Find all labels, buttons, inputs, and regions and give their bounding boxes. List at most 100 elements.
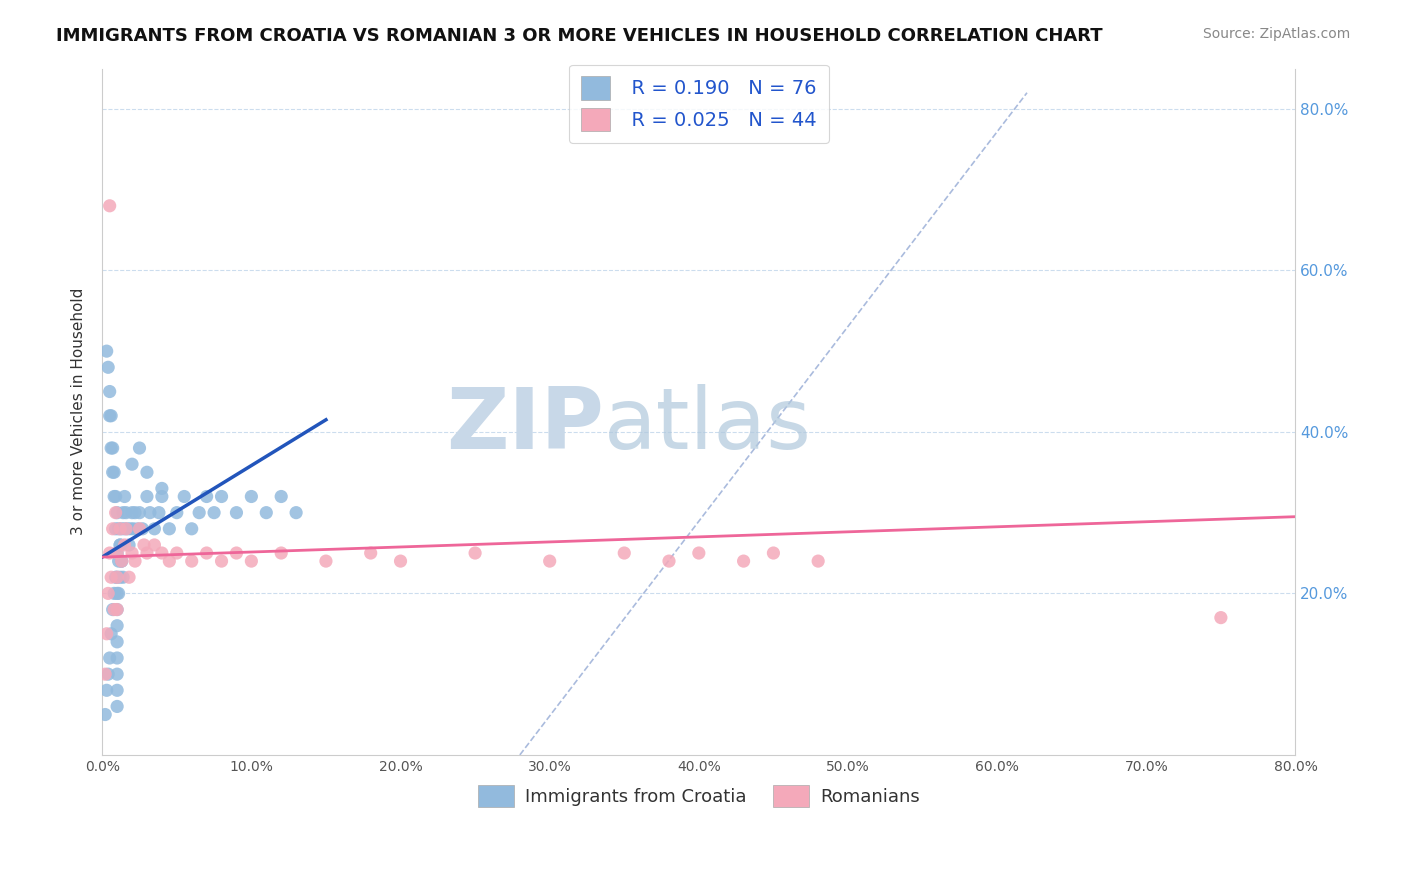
Point <box>97 360 120 375</box>
Point <box>360 546 382 560</box>
Point <box>762 546 785 560</box>
Point <box>150 482 173 496</box>
Legend: Immigrants from Croatia, Romanians: Immigrants from Croatia, Romanians <box>471 778 927 814</box>
Point <box>105 506 128 520</box>
Point <box>136 546 159 560</box>
Point <box>103 602 125 616</box>
Point <box>254 506 277 520</box>
Point <box>173 490 195 504</box>
Point <box>114 538 136 552</box>
Point <box>139 506 162 520</box>
Point <box>103 586 125 600</box>
Point <box>124 554 146 568</box>
Point <box>807 554 830 568</box>
Point <box>270 490 292 504</box>
Point <box>101 441 124 455</box>
Point <box>118 570 141 584</box>
Point <box>105 602 128 616</box>
Point <box>94 667 117 681</box>
Point <box>115 506 138 520</box>
Point <box>98 384 121 399</box>
Point <box>733 554 755 568</box>
Point <box>121 506 143 520</box>
Point <box>110 554 132 568</box>
Point <box>120 522 142 536</box>
Point <box>105 546 128 560</box>
Point <box>270 546 292 560</box>
Point <box>108 538 131 552</box>
Point <box>107 554 129 568</box>
Point <box>104 570 127 584</box>
Point <box>101 465 124 479</box>
Point <box>148 506 170 520</box>
Point <box>688 546 710 560</box>
Point <box>143 538 166 552</box>
Point <box>114 522 136 536</box>
Point <box>225 506 247 520</box>
Point <box>180 554 202 568</box>
Point <box>315 554 337 568</box>
Point <box>225 546 247 560</box>
Point <box>157 554 180 568</box>
Point <box>105 586 128 600</box>
Point <box>100 441 122 455</box>
Point <box>96 627 118 641</box>
Point <box>105 667 128 681</box>
Point <box>101 602 124 616</box>
Point <box>150 490 173 504</box>
Point <box>166 506 188 520</box>
Point <box>538 554 561 568</box>
Point <box>97 667 120 681</box>
Text: ZIP: ZIP <box>446 384 603 467</box>
Point <box>103 490 125 504</box>
Point <box>211 490 233 504</box>
Point <box>180 522 202 536</box>
Point <box>110 554 132 568</box>
Point <box>117 522 139 536</box>
Point <box>1209 610 1232 624</box>
Point <box>105 651 128 665</box>
Point <box>107 586 129 600</box>
Point <box>100 409 122 423</box>
Point <box>108 522 131 536</box>
Point <box>211 554 233 568</box>
Point <box>136 490 159 504</box>
Point <box>110 522 132 536</box>
Point <box>112 570 135 584</box>
Point <box>658 554 681 568</box>
Point <box>121 546 143 560</box>
Point <box>105 570 128 584</box>
Y-axis label: 3 or more Vehicles in Household: 3 or more Vehicles in Household <box>72 288 86 535</box>
Point <box>104 506 127 520</box>
Point <box>613 546 636 560</box>
Point <box>132 538 155 552</box>
Point <box>195 490 218 504</box>
Point <box>97 586 120 600</box>
Point <box>110 554 132 568</box>
Point <box>105 699 128 714</box>
Point <box>98 409 121 423</box>
Point <box>121 457 143 471</box>
Point <box>108 538 131 552</box>
Point <box>108 570 131 584</box>
Point <box>96 344 118 359</box>
Point <box>104 522 127 536</box>
Point <box>115 522 138 536</box>
Point <box>94 707 117 722</box>
Point <box>103 465 125 479</box>
Point <box>100 570 122 584</box>
Point <box>118 538 141 552</box>
Point <box>143 522 166 536</box>
Point <box>389 554 412 568</box>
Text: Source: ZipAtlas.com: Source: ZipAtlas.com <box>1202 27 1350 41</box>
Point <box>101 522 124 536</box>
Text: IMMIGRANTS FROM CROATIA VS ROMANIAN 3 OR MORE VEHICLES IN HOUSEHOLD CORRELATION : IMMIGRANTS FROM CROATIA VS ROMANIAN 3 OR… <box>56 27 1102 45</box>
Point <box>122 522 145 536</box>
Point <box>128 441 150 455</box>
Point <box>98 651 121 665</box>
Point <box>124 506 146 520</box>
Point <box>285 506 308 520</box>
Point <box>105 546 128 560</box>
Point <box>128 522 150 536</box>
Point <box>112 506 135 520</box>
